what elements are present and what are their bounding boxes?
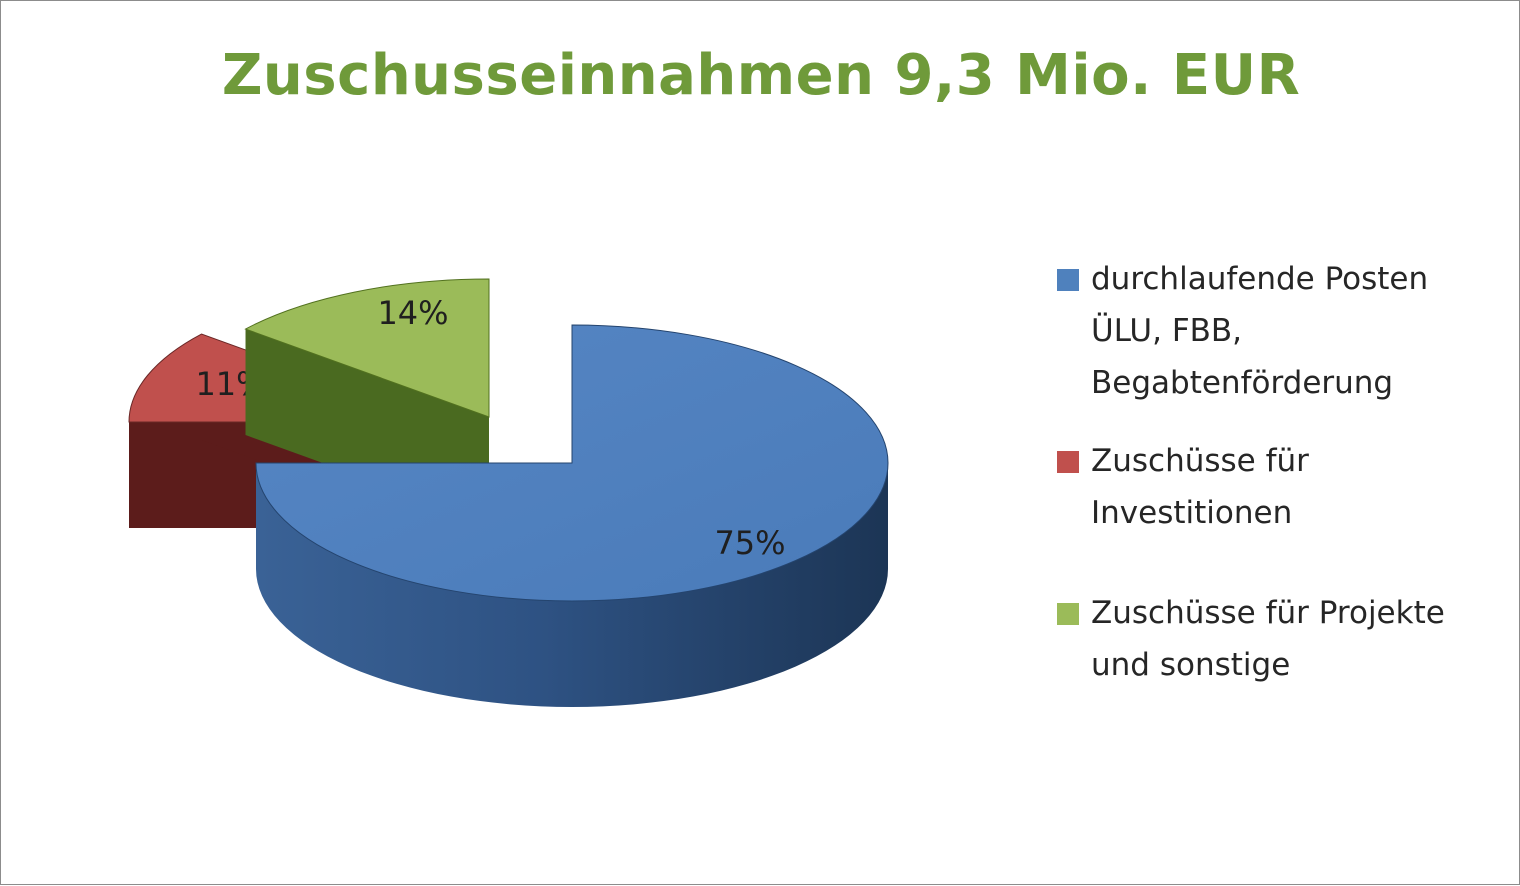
legend-item-3: Zuschüsse für Projekte und sonstige — [1057, 587, 1517, 691]
legend-label-1-line-3: Begabtenförderung — [1091, 365, 1394, 401]
legend-label-2-line-1: Zuschüsse für — [1091, 443, 1309, 479]
legend-label-1-line-1: durchlaufende Posten — [1091, 261, 1429, 297]
legend-swatch-1 — [1057, 269, 1079, 291]
pie-slice-3-top — [244, 278, 490, 418]
legend-swatch-2 — [1057, 451, 1079, 473]
legend-label-3-line-1: Zuschüsse für Projekte — [1091, 595, 1445, 631]
pie-slice-1-rim — [256, 463, 888, 707]
chart-title: Zuschusseinnahmen 9,3 Mio. EUR — [221, 43, 1301, 108]
pie-slice-1-top — [255, 324, 889, 602]
legend-label-3-line-2: und sonstige — [1091, 647, 1291, 683]
pie-slice-3-value-label: 14% — [377, 294, 448, 332]
legend-label-2-line-2: Investitionen — [1091, 495, 1293, 531]
legend-item-2: Zuschüsse für Investitionen — [1057, 435, 1517, 539]
pie-slice-1: 75% — [255, 324, 889, 707]
legend-item-1: durchlaufende Posten ÜLU, FBB, Begabtenför… — [1057, 253, 1517, 409]
legend-label-1-line-2: ÜLU, FBB, — [1091, 313, 1243, 349]
legend: durchlaufende Posten ÜLU, FBB, Begabtenför… — [1057, 253, 1517, 691]
pie-slice-1-value-label: 75% — [714, 524, 785, 562]
legend-swatch-3 — [1057, 603, 1079, 625]
